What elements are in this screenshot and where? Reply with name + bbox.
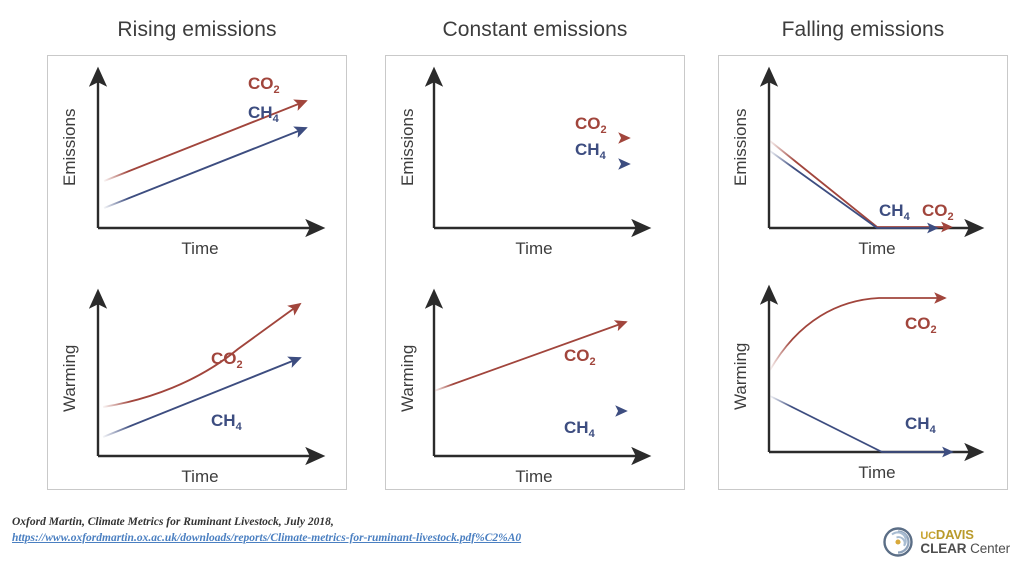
- series-label-co2: CO2: [922, 201, 954, 223]
- series-line-co2: [103, 99, 308, 182]
- series-line-co2: [433, 320, 628, 392]
- series-line-ch4: [102, 356, 302, 438]
- series-label-ch4: CH4: [248, 103, 280, 125]
- series-label-co2: CO2: [564, 346, 596, 368]
- series-label-co2: CO2: [248, 74, 280, 96]
- panel-title-rising: Rising emissions: [117, 18, 277, 41]
- y-axis-label: Emissions: [398, 109, 417, 186]
- series-label-co2: CO2: [575, 114, 607, 136]
- series-line-co2: [769, 292, 947, 371]
- series-line-co2: [102, 302, 302, 408]
- uc-davis-clear-center-logo: UCDAVIS CLEAR Center: [883, 527, 1010, 557]
- logo-davis-text: DAVIS: [935, 526, 974, 542]
- panel-constant: Emissions Time CO2 CH4: [385, 55, 685, 490]
- panel-title-falling: Falling emissions: [781, 18, 945, 41]
- series-line-ch4: [769, 150, 939, 234]
- logo-center-text: Center: [970, 541, 1010, 557]
- chart-rising-warming: Warming Time CO2 CH4: [60, 288, 326, 486]
- logo-clear-center: CLEAR Center: [920, 542, 1010, 556]
- y-axis-label: Warming: [398, 345, 417, 412]
- series-label-ch4: CH4: [575, 140, 607, 162]
- series-label-ch4: CH4: [211, 411, 243, 433]
- y-axis-label: Warming: [731, 343, 750, 410]
- y-axis-label: Emissions: [731, 109, 750, 186]
- series-line-ch4: [103, 126, 308, 209]
- logo-uc-text: UC: [920, 529, 936, 542]
- chart-constant-warming: Warming Time CO2 CH4: [398, 288, 652, 486]
- series-line-ch4: [769, 395, 954, 458]
- chart-constant-emissions: Emissions Time CO2 CH4: [398, 66, 652, 258]
- series-label-ch4: CH4: [879, 201, 911, 223]
- panel-falling: Emissions Time CH4 CO2: [718, 55, 1008, 490]
- series-label-ch4: CH4: [905, 414, 937, 436]
- chart-falling-emissions: Emissions Time CH4 CO2: [731, 66, 985, 258]
- x-axis-label: Time: [858, 239, 895, 258]
- source-link[interactable]: https://www.oxfordmartin.ox.ac.uk/downlo…: [12, 531, 522, 544]
- series-label-co2: CO2: [211, 349, 243, 371]
- logo-ucdavis: UCDAVIS: [920, 526, 1010, 543]
- series-label-co2: CO2: [905, 314, 937, 336]
- panels-container: Rising emissions: [47, 18, 1008, 490]
- x-axis-label: Time: [515, 239, 552, 258]
- x-axis-label: Time: [181, 239, 218, 258]
- chart-rising-emissions: Emissions Time CO2 CH4: [60, 66, 326, 258]
- panel-title-constant: Constant emissions: [442, 18, 628, 41]
- x-axis-label: Time: [515, 467, 552, 486]
- clear-center-swirl-icon: [883, 527, 914, 557]
- x-axis-label: Time: [181, 467, 218, 486]
- series-label-ch4: CH4: [564, 418, 596, 440]
- citation-text: Oxford Martin, Climate Metrics for Rumin…: [12, 516, 334, 528]
- panel-rising: Emissions Time CO2 CH4: [47, 55, 347, 490]
- y-axis-label: Warming: [60, 345, 79, 412]
- chart-falling-warming: Warming Time CO2 CH4: [731, 284, 985, 482]
- logo-wordmark: UCDAVIS CLEAR Center: [920, 526, 1010, 557]
- logo-clear-text: CLEAR: [920, 541, 967, 557]
- source-citation: Oxford Martin, Climate Metrics for Rumin…: [12, 515, 532, 546]
- x-axis-label: Time: [858, 463, 895, 482]
- y-axis-label: Emissions: [60, 109, 79, 186]
